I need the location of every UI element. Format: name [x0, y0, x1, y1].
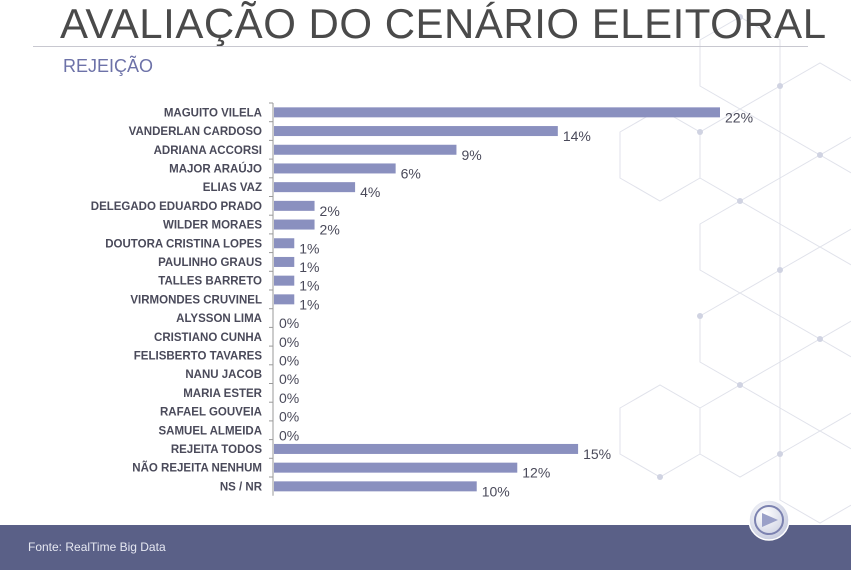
data-label: 14%	[563, 128, 591, 144]
footer-bar: Fonte: RealTime Big Data	[0, 525, 851, 570]
bar	[274, 200, 315, 211]
data-label: 1%	[299, 259, 319, 275]
category-label: REJEITA TODOS	[171, 444, 262, 456]
bar	[274, 182, 356, 193]
bar	[274, 107, 720, 118]
category-label: DOUTORA CRISTINA LOPES	[105, 238, 262, 250]
category-label: ELIAS VAZ	[203, 182, 262, 194]
data-label: 1%	[299, 278, 319, 294]
data-label: 10%	[482, 483, 510, 499]
category-label: RAFAEL GOUVEIA	[160, 407, 262, 419]
category-label: NANU JACOB	[185, 369, 262, 381]
page-subtitle: REJEIÇÃO	[63, 56, 154, 76]
category-label: PAULINHO GRAUS	[158, 257, 262, 269]
data-label: 0%	[279, 315, 299, 331]
data-label: 1%	[299, 240, 319, 256]
data-label: 2%	[320, 203, 340, 219]
bar	[274, 462, 518, 473]
category-label: MAGUITO VILELA	[164, 107, 262, 119]
data-label: 0%	[279, 409, 299, 425]
data-label: 2%	[320, 222, 340, 238]
category-label: ADRIANA ACCORSI	[154, 145, 262, 157]
data-label: 6%	[401, 165, 421, 181]
rejection-bar-chart: MAGUITO VILELA 22% VANDERLAN CARDOSO 14% ADR…	[91, 102, 753, 499]
category-label: DELEGADO EDUARDO PRADO	[91, 201, 262, 213]
category-label: FELISBERTO TAVARES	[134, 350, 263, 362]
data-label: 0%	[279, 390, 299, 406]
bar	[274, 238, 295, 249]
category-label: VIRMONDES CRUVINEL	[130, 294, 262, 306]
data-label: 12%	[522, 465, 550, 481]
bar	[274, 443, 579, 454]
data-label: 0%	[279, 352, 299, 368]
data-label: 0%	[279, 371, 299, 387]
category-label: CRISTIANO CUNHA	[154, 332, 262, 344]
category-label: VANDERLAN CARDOSO	[129, 126, 262, 138]
data-label: 15%	[583, 446, 611, 462]
page-title: AVALIAÇÃO DO CENÁRIO ELEITORAL	[60, 0, 827, 47]
data-label: 0%	[279, 334, 299, 350]
category-label: NÃO REJEITA NENHUM	[132, 462, 262, 475]
source-note: Fonte: RealTime Big Data	[28, 540, 166, 554]
data-label: 1%	[299, 296, 319, 312]
broadcaster-logo-icon	[748, 499, 790, 541]
bar	[274, 256, 295, 267]
data-label: 22%	[725, 109, 753, 125]
category-label: SAMUEL ALMEIDA	[159, 425, 263, 437]
bar	[274, 294, 295, 305]
category-label: MARIA ESTER	[183, 388, 262, 400]
title-divider	[33, 46, 808, 47]
bar	[274, 275, 295, 286]
bar	[274, 219, 315, 230]
category-label: TALLES BARRETO	[158, 276, 262, 288]
data-label: 0%	[279, 427, 299, 443]
category-label: MAJOR ARAÚJO	[169, 162, 262, 175]
data-label: 9%	[461, 147, 481, 163]
bar	[274, 126, 558, 137]
category-label: WILDER MORAES	[163, 220, 262, 232]
data-label: 4%	[360, 184, 380, 200]
bar	[274, 144, 457, 155]
bar	[274, 163, 396, 174]
category-label: ALYSSON LIMA	[176, 313, 262, 325]
bar	[274, 481, 477, 492]
category-label: NS / NR	[220, 481, 263, 493]
